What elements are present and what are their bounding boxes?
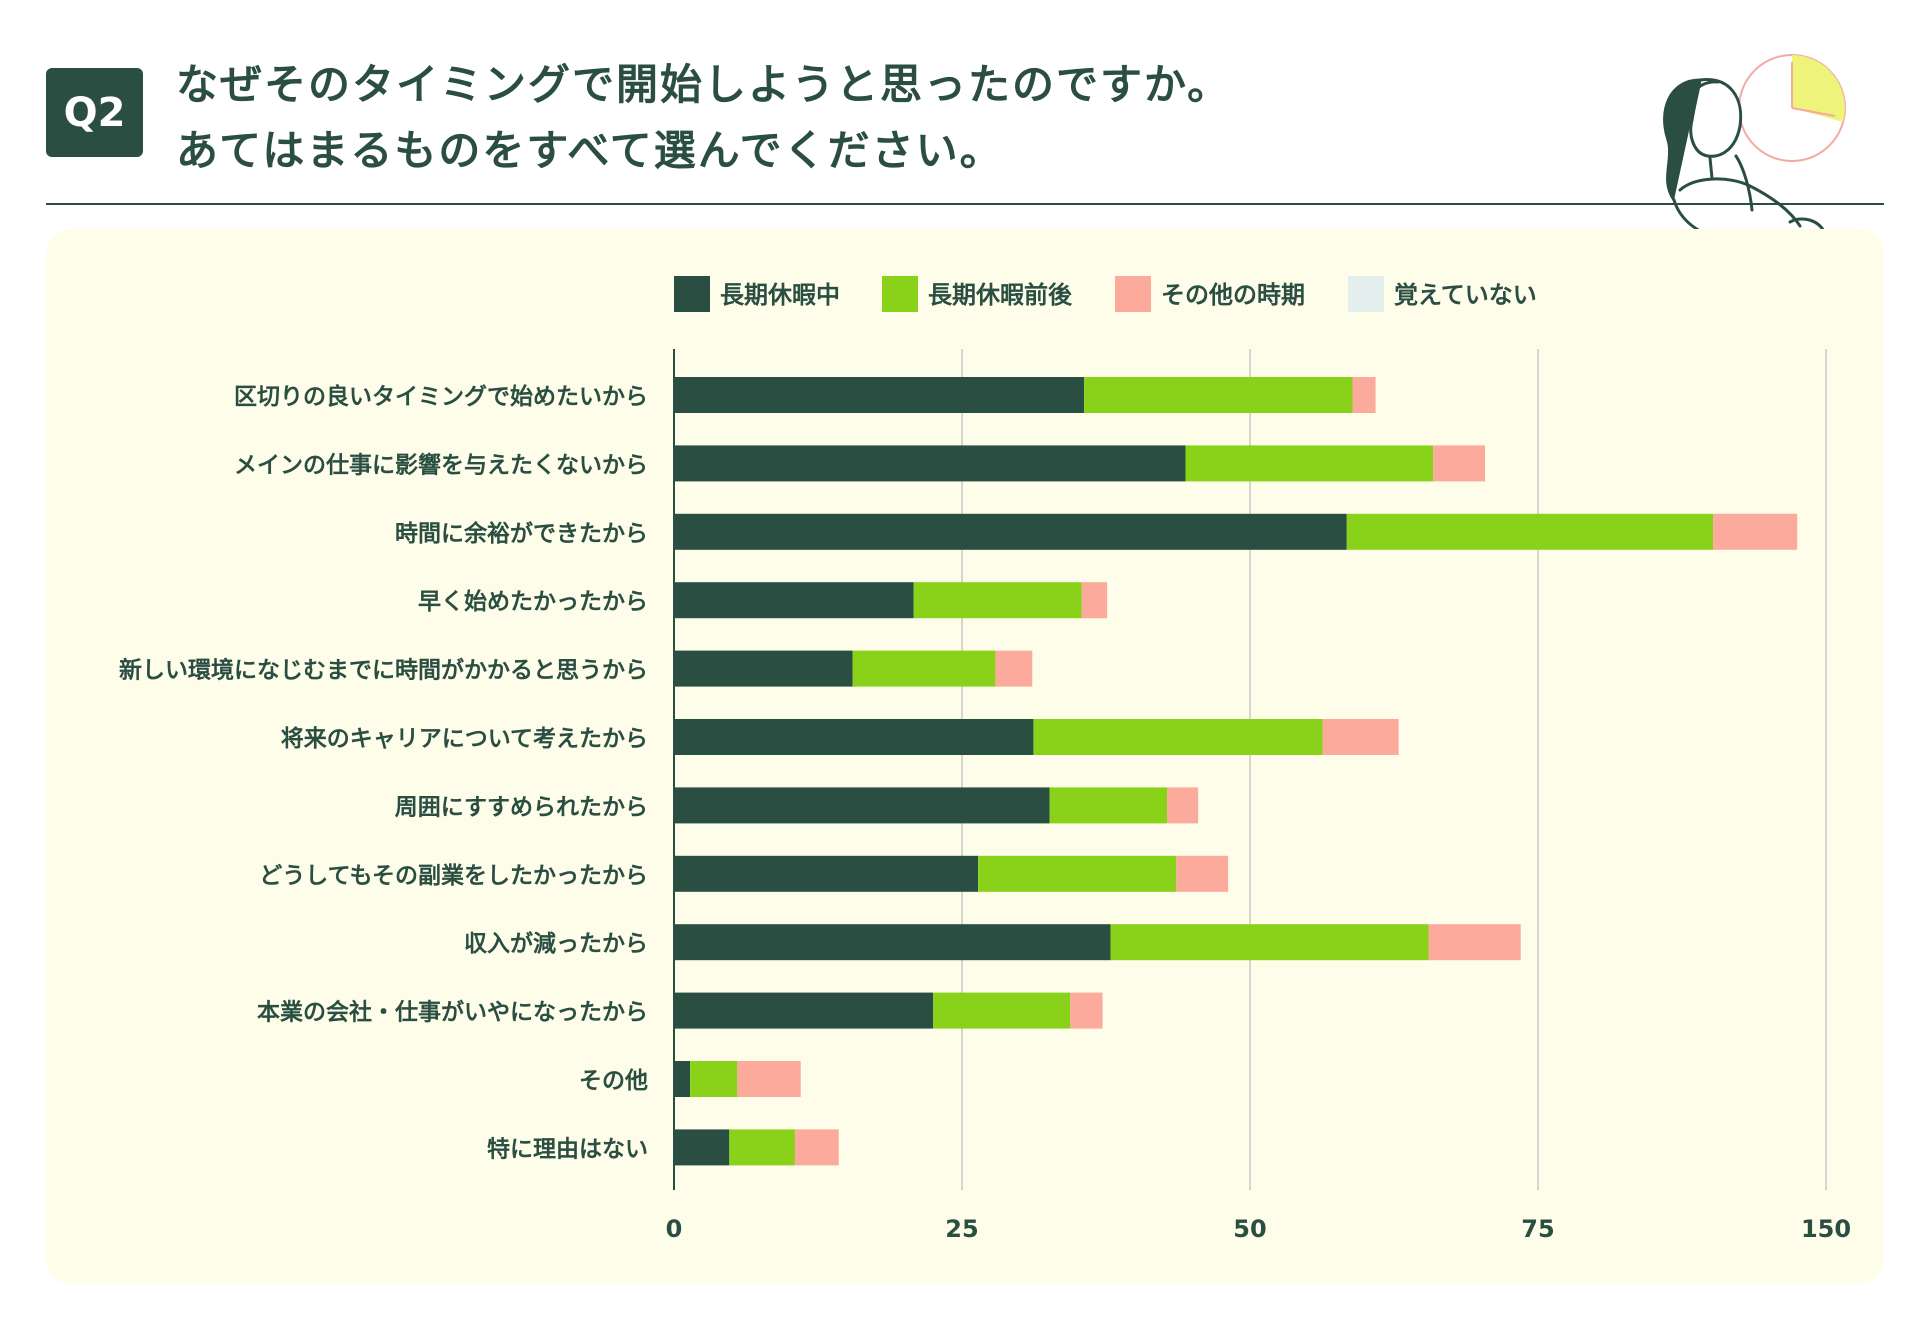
category-label: 時間に余裕ができたから xyxy=(395,520,648,547)
category-label: 新しい環境になじむまでに時間がかかると思うから xyxy=(119,657,648,684)
category-label: その他 xyxy=(579,1068,648,1094)
x-tick-label: 75 xyxy=(1521,1215,1554,1243)
category-label: 本業の会社・仕事がいやになったから xyxy=(257,999,648,1026)
bar-segment xyxy=(1428,924,1521,961)
bar-segment xyxy=(674,650,853,687)
bar-segment xyxy=(852,650,996,687)
x-tick-label: 0 xyxy=(666,1215,683,1243)
bar-segment xyxy=(933,992,1071,1029)
bar-segment xyxy=(674,855,979,892)
x-tick-label: 25 xyxy=(945,1215,978,1243)
bar-segment xyxy=(674,445,1186,482)
bar-segment xyxy=(978,855,1177,892)
category-label: 収入が減ったから xyxy=(464,930,648,957)
legend-label: 長期休暇前後 xyxy=(928,281,1073,309)
bar-segment xyxy=(1322,719,1399,755)
category-label: 早く始めたかったから xyxy=(418,588,648,615)
category-label: 将来のキャリアについて考えたから xyxy=(281,726,648,752)
bar-segment xyxy=(1084,377,1353,413)
bar-segment xyxy=(674,582,914,619)
bar-segment xyxy=(1033,719,1323,755)
bar-segment xyxy=(1346,513,1714,550)
question-title-line-1: なぜそのタイミングで開始しようと思ったのですか。 xyxy=(176,60,1232,109)
x-tick-label: 150 xyxy=(1801,1215,1851,1243)
bar-segment xyxy=(1167,787,1199,824)
bar-segment xyxy=(674,992,934,1029)
bar-segment xyxy=(1081,582,1108,619)
bar-segment xyxy=(674,787,1050,824)
bar-segment xyxy=(1070,992,1103,1029)
question-title: なぜそのタイミングで開始しようと思ったのですか。 あてはまるものをすべて選んでく… xyxy=(176,52,1576,184)
legend-swatch xyxy=(1348,276,1384,312)
bar-segment xyxy=(1176,855,1229,892)
bar-segment xyxy=(674,1129,730,1166)
category-label: 周囲にすすめられたから xyxy=(395,794,648,820)
bar-segment xyxy=(674,1061,691,1097)
x-tick-label: 50 xyxy=(1233,1215,1266,1243)
bar-segment xyxy=(674,513,1347,550)
category-label: どうしてもその副業をしたかったから xyxy=(259,862,648,889)
legend-swatch xyxy=(882,276,918,312)
bar-segment xyxy=(737,1061,801,1097)
legend-label: 覚えていない xyxy=(1394,281,1537,309)
bar-segment xyxy=(1713,513,1798,550)
bar-segment xyxy=(690,1061,738,1097)
bar-segment xyxy=(729,1129,795,1166)
bar-segment xyxy=(1352,377,1376,413)
question-badge: Q2 xyxy=(46,68,143,157)
bar-segment xyxy=(995,650,1033,687)
bar-segment xyxy=(1185,445,1434,482)
bar-segment xyxy=(674,924,1111,961)
category-label: 特に理由はない xyxy=(487,1136,648,1162)
header-divider xyxy=(46,203,1884,205)
question-title-line-2: あてはまるものをすべて選んでください。 xyxy=(176,126,1004,175)
legend-swatch xyxy=(674,276,710,312)
legend-label: その他の時期 xyxy=(1161,281,1305,309)
clock-icon xyxy=(1738,54,1846,162)
bar-segment xyxy=(913,582,1082,619)
woman-with-clock-illustration xyxy=(1663,54,1846,238)
bar-segment xyxy=(1110,924,1429,961)
category-label: 区切りの良いタイミングで始めたいから xyxy=(234,383,648,410)
category-label: メインの仕事に影響を与えたくないから xyxy=(234,451,648,478)
legend-label: 長期休暇中 xyxy=(720,281,840,309)
legend-swatch xyxy=(1115,276,1151,312)
bar-segment xyxy=(1433,445,1486,482)
bar-segment xyxy=(1049,787,1168,824)
bar-segment xyxy=(674,719,1034,755)
bar-segment xyxy=(794,1129,839,1166)
bar-segment xyxy=(674,377,1085,413)
